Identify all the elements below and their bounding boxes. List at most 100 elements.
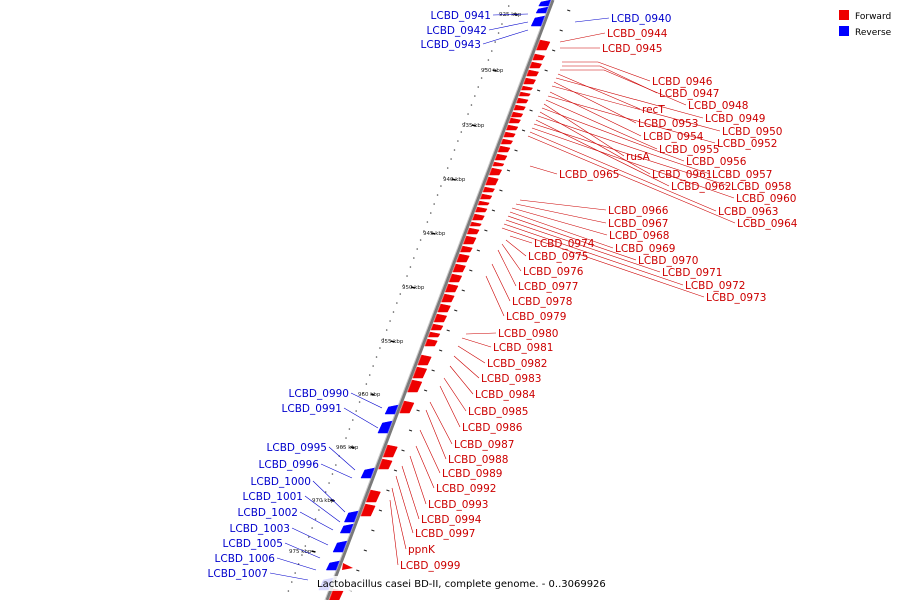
- gene-label: LCBD_0962: [671, 181, 731, 193]
- leader-line: [425, 409, 447, 460]
- right-tick: [371, 529, 375, 532]
- minor-tick: [450, 158, 452, 160]
- gene-label: LCBD_1000: [251, 476, 311, 488]
- forward-gene: [448, 273, 463, 283]
- minor-tick: [375, 356, 378, 358]
- kbp-label: 925 kbp: [499, 12, 522, 18]
- right-tick: [386, 489, 390, 492]
- gene-label: LCBD_0988: [448, 454, 508, 466]
- right-tick: [544, 69, 548, 72]
- gene-label: LCBD_0954: [643, 131, 704, 143]
- leader-line: [350, 392, 383, 409]
- gene-label: LCBD_0969: [615, 243, 675, 255]
- gene-edge: [484, 176, 489, 186]
- leader-line: [529, 165, 558, 175]
- genome-axis-highlight: [324, 0, 552, 600]
- major-tick: [370, 393, 375, 396]
- forward-gene: [479, 193, 493, 200]
- gene-edge: [548, 0, 552, 7]
- right-tick: [567, 9, 571, 12]
- minor-tick: [345, 437, 347, 439]
- forward-gene: [437, 303, 451, 313]
- gene-edge: [349, 523, 355, 534]
- leader-line: [501, 243, 522, 272]
- minor-tick: [287, 590, 290, 592]
- gene-label: LCBD_0944: [607, 28, 668, 40]
- gene-label: LCBD_0960: [736, 193, 796, 205]
- minor-tick: [406, 275, 408, 277]
- gene-edge: [497, 145, 501, 153]
- leader-line: [551, 85, 721, 132]
- gene-label: LCBD_0957: [712, 169, 772, 181]
- leader-line: [553, 81, 637, 124]
- kbp-label: 965 kbp: [336, 445, 359, 451]
- forward-gene: [484, 176, 499, 186]
- forward-gene: [412, 366, 428, 379]
- gene-label: LCBD_0948: [688, 100, 748, 112]
- minor-tick: [494, 41, 496, 43]
- gene-label: LCBD_0979: [506, 311, 566, 323]
- leader-line: [465, 332, 497, 335]
- reverse-gene: [535, 6, 549, 14]
- gene-edge: [494, 153, 498, 161]
- minor-tick: [467, 113, 469, 115]
- map-caption: Lactobacillus casei BD-II, complete geno…: [317, 579, 606, 590]
- leader-line: [515, 203, 607, 224]
- leader-line: [439, 385, 461, 428]
- forward-gene: [532, 53, 546, 61]
- legend-label-forward: Forward: [855, 12, 891, 22]
- gene-edge: [437, 303, 441, 313]
- gene-edge: [466, 227, 470, 235]
- kbp-label: 975 kbp: [289, 549, 312, 555]
- gene-label: LCBD_0975: [528, 251, 588, 263]
- gene-edge: [406, 379, 413, 393]
- gene-label: LCBD_0982: [487, 358, 547, 370]
- gene-edge: [335, 560, 341, 571]
- leader-line: [343, 407, 379, 429]
- gene-label: LCBD_0978: [512, 296, 572, 308]
- right-tick: [401, 449, 405, 452]
- leader-line: [505, 219, 661, 273]
- leader-line: [457, 345, 486, 364]
- gene-label: LCBD_1005: [223, 538, 283, 550]
- leader-line: [531, 127, 735, 199]
- right-tick: [552, 49, 556, 52]
- gene-edge: [342, 540, 348, 553]
- leader-line: [557, 73, 641, 110]
- leader-line: [535, 119, 670, 187]
- minor-tick: [409, 266, 412, 268]
- gene-label: LCBD_0972: [685, 280, 745, 292]
- label-leader-lines: [269, 13, 736, 581]
- gene-label: LCBD_0984: [475, 389, 536, 401]
- gene-label: LCBD_0968: [609, 230, 669, 242]
- forward-gene: [522, 77, 537, 85]
- leader-line: [507, 215, 637, 261]
- right-tick: [378, 509, 383, 512]
- minor-tick: [507, 5, 510, 7]
- right-tick: [416, 409, 420, 412]
- gene-label: LCBD_1007: [208, 568, 268, 580]
- leader-line: [328, 446, 356, 471]
- gene-edge: [518, 91, 521, 97]
- reverse-gene: [530, 15, 546, 27]
- major-tick: [431, 232, 436, 235]
- leader-line: [389, 499, 399, 566]
- minor-tick: [307, 536, 310, 538]
- gene-edge: [531, 53, 536, 61]
- forward-gene: [433, 313, 448, 323]
- gene-edge: [513, 104, 516, 111]
- leader-line: [429, 401, 453, 445]
- minor-tick: [426, 221, 429, 223]
- gene-edge: [540, 15, 546, 27]
- minor-tick: [294, 572, 296, 574]
- leader-line: [519, 199, 607, 211]
- gene-edge: [430, 323, 434, 331]
- right-tick: [423, 389, 428, 392]
- gene-edge: [469, 221, 472, 227]
- gene-label: LCBD_0961: [652, 169, 712, 181]
- gene-edge: [545, 6, 549, 14]
- gene-label: LCBD_0966: [608, 205, 669, 217]
- gene-label: LCBD_0987: [454, 439, 514, 451]
- gene-edge: [360, 503, 366, 517]
- leader-line: [276, 557, 317, 571]
